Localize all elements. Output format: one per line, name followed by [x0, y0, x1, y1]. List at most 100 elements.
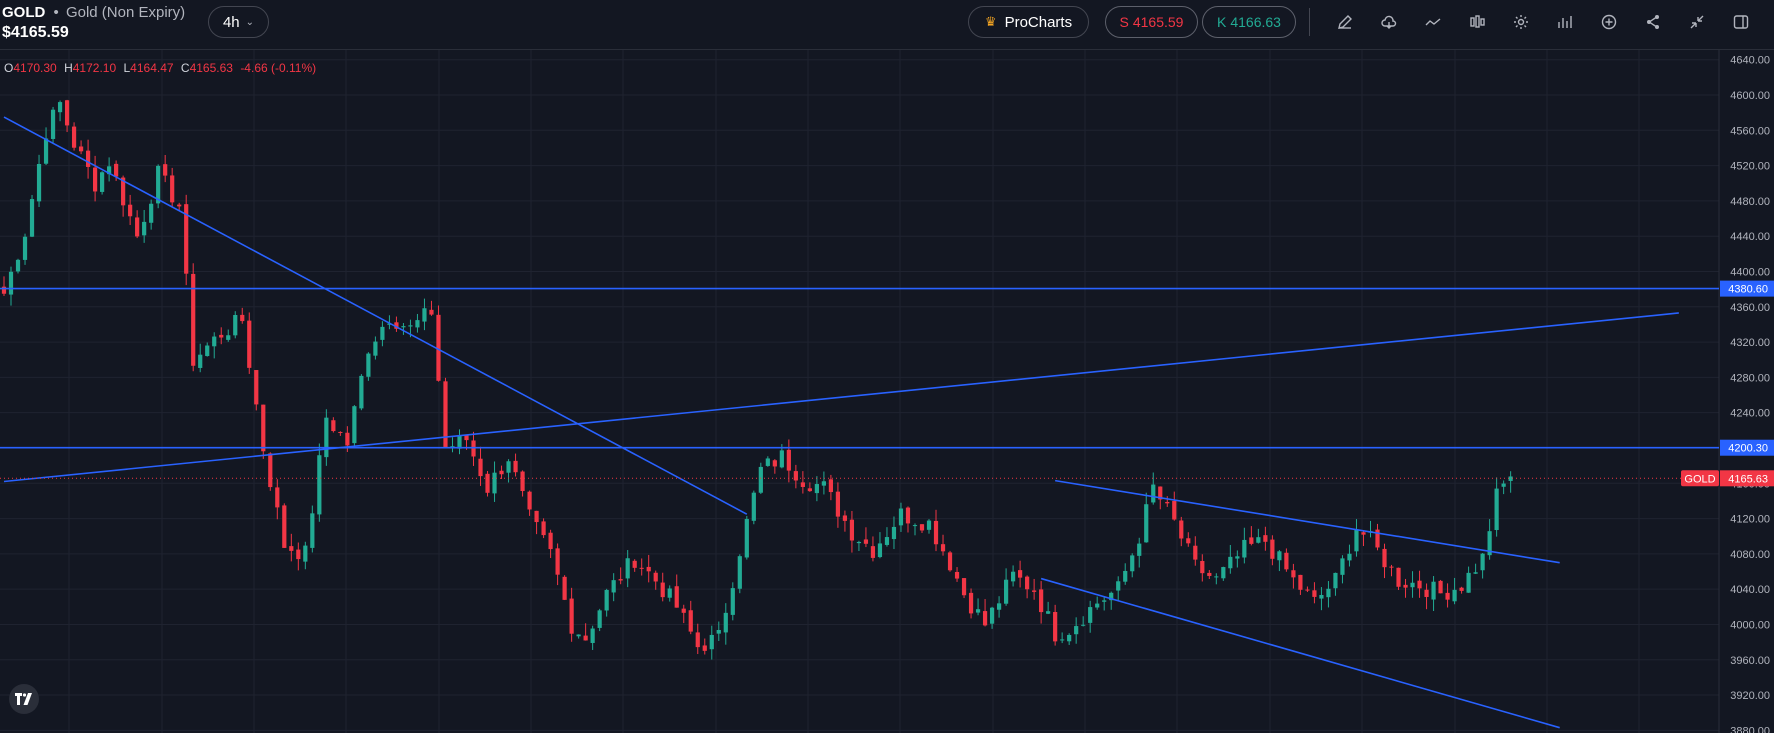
collapse-icon[interactable]: [1685, 10, 1709, 34]
candle-body: [464, 435, 469, 441]
low-value: 4164.47: [130, 61, 174, 75]
candle-body: [289, 546, 294, 551]
candle-body: [1179, 520, 1184, 539]
trendline: [1055, 479, 1560, 564]
buy-button[interactable]: K 4166.63: [1202, 6, 1296, 38]
candle-body: [1473, 572, 1478, 574]
candle-body: [1214, 576, 1219, 578]
candle-body: [688, 610, 693, 632]
candle-body: [135, 217, 140, 237]
candle-body: [576, 634, 581, 637]
candle-body: [632, 560, 637, 568]
candle-body: [1249, 537, 1254, 544]
candle-body: [1186, 538, 1191, 544]
candle-body: [702, 645, 707, 651]
candle-body: [730, 588, 735, 615]
candle-body: [71, 126, 77, 148]
candle-body: [352, 406, 357, 444]
candle-body: [1158, 486, 1163, 500]
candle-body: [1347, 553, 1352, 561]
candles-icon[interactable]: [1465, 10, 1489, 34]
candle-body: [1389, 566, 1394, 568]
candle-body: [1459, 587, 1464, 591]
candle-body: [1424, 589, 1429, 597]
candle-body: [247, 320, 252, 368]
candle-body: [1025, 576, 1030, 590]
plus-circle-icon[interactable]: [1597, 10, 1621, 34]
candle-body: [394, 322, 399, 329]
symbol-info[interactable]: GOLD • Gold (Non Expiry) $4165.59: [2, 4, 185, 42]
candle-body: [1116, 581, 1121, 591]
sell-button[interactable]: S 4165.59: [1105, 6, 1198, 38]
candle-body: [996, 603, 1002, 610]
candle-body: [821, 481, 826, 486]
price-chart[interactable]: 4640.00 4600.00 4560.00 4520.00 4480.00 4440.…: [0, 50, 1774, 733]
candle-body: [667, 588, 672, 598]
candle-body: [562, 576, 567, 600]
candle-body: [800, 482, 805, 487]
candle-body: [1410, 582, 1415, 588]
candle-body: [1305, 589, 1310, 591]
y-axis-tick-label: 4280.00: [1730, 372, 1770, 384]
candle-body: [1494, 488, 1499, 530]
candle-body: [57, 102, 63, 113]
candle-body: [1221, 567, 1226, 579]
candle-body: [618, 579, 623, 581]
candle-body: [1165, 501, 1170, 504]
high-label: H: [64, 61, 73, 75]
candle-body: [947, 552, 953, 571]
candle-body: [1445, 592, 1450, 600]
symbol-ticker[interactable]: GOLD: [2, 4, 46, 21]
candle-body: [877, 543, 883, 558]
candle-body: [1144, 504, 1149, 543]
tradingview-logo[interactable]: [9, 684, 39, 714]
last-price-value-label: 4165.63: [1728, 473, 1768, 485]
candle-body: [436, 314, 441, 381]
line-chart-icon[interactable]: [1421, 10, 1445, 34]
candle-body: [639, 567, 644, 569]
candle-body: [240, 314, 245, 322]
candle-body: [646, 566, 651, 572]
sell-price: 4165.59: [1132, 14, 1184, 30]
candle-body: [1375, 529, 1380, 548]
candle-body: [1137, 543, 1142, 556]
pencil-icon[interactable]: [1333, 10, 1357, 34]
y-axis-tick-label: 4400.00: [1730, 266, 1770, 278]
candle-body: [1361, 532, 1366, 535]
y-axis-tick-label: 4080.00: [1730, 549, 1770, 561]
candle-body: [1151, 484, 1156, 503]
candle-body: [22, 236, 28, 260]
candle-body: [940, 544, 946, 552]
candle-body: [527, 491, 532, 510]
timeframe-selector[interactable]: 4h ⌄: [208, 6, 269, 38]
candle-body: [415, 320, 420, 328]
candle-body: [184, 204, 189, 274]
open-label: O: [4, 61, 14, 75]
gear-icon[interactable]: [1509, 10, 1533, 34]
candle-body: [485, 473, 490, 493]
procharts-label: ProCharts: [1004, 13, 1073, 31]
candle-body: [1109, 592, 1114, 601]
candle-body: [29, 199, 35, 237]
candle-body: [919, 524, 925, 531]
ohlc-legend: O4170.30 H4172.10 L4164.47 C4165.63 -4.6…: [4, 61, 320, 75]
candle-body: [590, 628, 595, 643]
candle-body: [968, 592, 974, 614]
candle-body: [723, 612, 728, 633]
cloud-icon[interactable]: [1377, 10, 1401, 34]
candle-body: [1508, 476, 1513, 481]
candle-body: [555, 548, 560, 575]
candle-body: [373, 341, 378, 356]
candle-body: [611, 580, 616, 593]
candle-body: [1039, 589, 1044, 613]
sidebar-icon[interactable]: [1729, 10, 1753, 34]
y-axis-tick-label: 4360.00: [1730, 302, 1770, 314]
candle-body: [15, 259, 21, 272]
y-axis-tick-label: 4640.00: [1730, 55, 1770, 67]
procharts-button[interactable]: ♛ ProCharts: [968, 6, 1089, 38]
share-icon[interactable]: [1641, 10, 1665, 34]
bar-chart-icon[interactable]: [1553, 10, 1577, 34]
candle-body: [1396, 567, 1401, 587]
tradingview-logo-icon: [15, 693, 32, 705]
candle-body: [1431, 581, 1436, 600]
